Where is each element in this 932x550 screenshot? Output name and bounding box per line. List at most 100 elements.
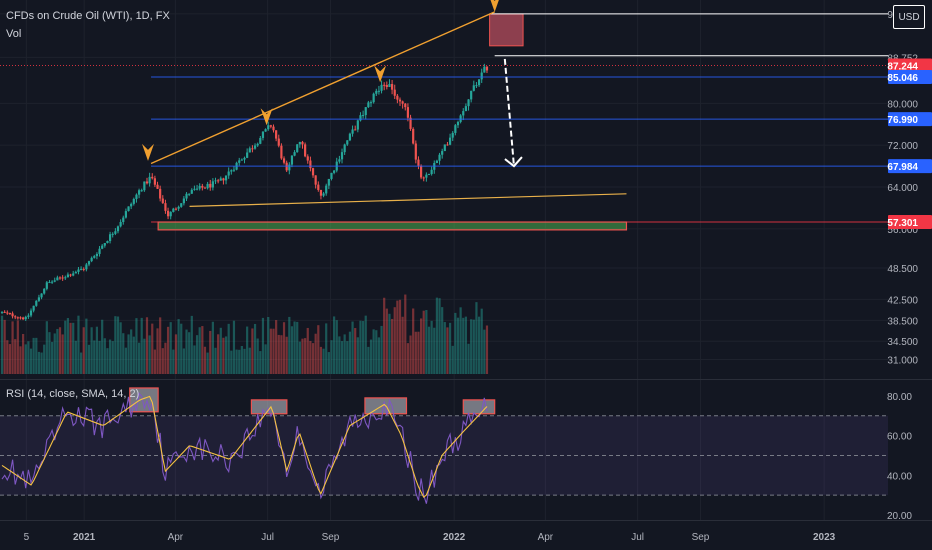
volume-bar: [37, 351, 41, 374]
volume-bar: [454, 312, 457, 374]
volume-bar: [246, 326, 249, 374]
volume-bar: [103, 338, 106, 374]
candle-body: [185, 193, 188, 199]
time-axis[interactable]: 5 2021 Apr Jul Sep 2022 Apr Jul Sep 2023: [24, 532, 836, 543]
volume-bar: [211, 321, 214, 374]
volume-bar: [422, 310, 425, 374]
volume-bar: [335, 320, 338, 374]
volume-bar: [259, 351, 262, 374]
volume-bar: [43, 344, 46, 374]
volume-bar: [290, 326, 294, 374]
candle-body: [396, 95, 399, 100]
volume-bar: [230, 350, 233, 374]
volume-bar: [269, 328, 272, 374]
volume-bar: [61, 334, 64, 374]
volume-bar: [390, 318, 394, 374]
volume-bar: [396, 300, 399, 374]
price-marker-label: 57.301: [887, 218, 918, 229]
candle-body: [161, 198, 164, 204]
candle-body: [217, 180, 220, 182]
volume-bar: [364, 315, 367, 374]
candle-body: [43, 288, 46, 294]
rsi-divergence-box: [462, 399, 496, 415]
price-tick-label: 42.500: [887, 295, 918, 306]
candle-body: [66, 274, 70, 278]
volume-bar: [114, 316, 117, 374]
candle-body: [16, 317, 19, 319]
candle-body: [135, 194, 138, 199]
volume-bar: [354, 328, 357, 374]
volume-bar: [301, 338, 304, 374]
volume-bar: [298, 341, 301, 374]
candle-body: [367, 102, 370, 108]
volume-bar: [119, 322, 122, 374]
candle-body: [275, 130, 278, 139]
candle-body: [238, 160, 241, 163]
candle-body: [130, 203, 133, 207]
candle-body: [322, 193, 325, 196]
volume-bar: [58, 327, 62, 374]
volume-bar: [72, 322, 75, 374]
candle-body: [209, 183, 212, 188]
volume-bar: [338, 336, 341, 374]
volume-bar: [248, 347, 251, 374]
volume-bar: [311, 343, 315, 374]
volume-bar: [77, 315, 80, 374]
candle-body: [219, 178, 222, 181]
rsi-tick-label: 40.00: [887, 471, 912, 482]
candle-body: [140, 190, 143, 192]
candle-body: [362, 115, 365, 117]
volume-bar: [135, 318, 138, 374]
candle-body: [145, 181, 149, 184]
candle-body: [301, 141, 304, 145]
volume-bar: [180, 323, 183, 374]
volume-bar: [446, 327, 449, 374]
volume-bar: [272, 328, 275, 374]
candle-body: [340, 152, 344, 160]
volume-bar: [6, 340, 9, 374]
candle-body: [253, 145, 257, 149]
candle-body: [448, 137, 452, 145]
candle-body: [53, 280, 56, 282]
rsi-tick-label: 20.00: [887, 511, 912, 522]
volume-bar: [393, 307, 396, 374]
price-marker-badge: [888, 215, 932, 230]
candle-body: [251, 148, 254, 150]
candle-body: [267, 125, 270, 130]
candle-body: [198, 185, 201, 189]
rsi-line: [1, 392, 488, 504]
volume-bar: [362, 321, 365, 374]
candle-body: [256, 143, 259, 146]
volume-bar: [190, 315, 193, 374]
currency-button[interactable]: USD: [893, 5, 925, 29]
candle-body: [327, 178, 330, 186]
peak-marker-icon: [142, 143, 154, 161]
panel-separator[interactable]: [0, 379, 932, 380]
volume-bar: [282, 322, 286, 374]
chart-annotations: [0, 0, 888, 231]
volume-bar: [296, 321, 299, 374]
candle-body: [35, 300, 38, 306]
candle-body: [230, 170, 233, 172]
volume-bar: [188, 332, 191, 374]
price-axis[interactable]: 97.10088.75280.00072.00064.00056.00048.5…: [887, 10, 932, 522]
candle-body: [480, 72, 483, 80]
candle-body: [240, 159, 243, 161]
volume-bar: [172, 349, 175, 374]
volume-bars: [0, 294, 489, 374]
time-tick-label: Jul: [631, 532, 644, 543]
candle-body: [58, 277, 62, 279]
candle-body: [383, 84, 386, 86]
volume-bar: [462, 317, 465, 374]
volume-bar: [156, 328, 159, 374]
candle-body: [338, 159, 341, 162]
volume-bar: [16, 320, 19, 374]
candle-body: [375, 90, 378, 94]
volume-bar: [348, 331, 352, 374]
volume-bar: [203, 346, 207, 374]
candle-body: [177, 206, 180, 209]
candle-body: [417, 159, 420, 166]
volume-bar: [475, 302, 478, 374]
volume-bar: [253, 323, 257, 374]
